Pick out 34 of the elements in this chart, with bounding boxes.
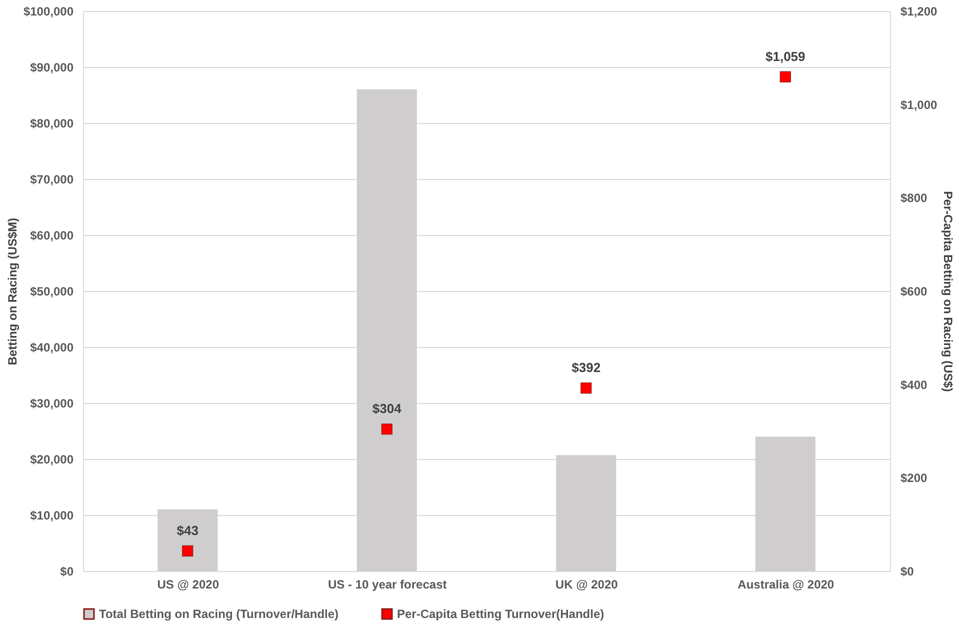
y2-tick-label: $1,200 — [900, 4, 938, 18]
point — [580, 382, 592, 394]
point — [780, 71, 791, 82]
point — [182, 545, 194, 556]
y2-tick-label: $0 — [900, 564, 914, 578]
y-tick-label: $10,000 — [30, 508, 74, 522]
data-label: $304 — [372, 401, 402, 416]
y-tick-label: $100,000 — [23, 4, 74, 18]
y-tick-label: $50,000 — [30, 284, 74, 298]
y-tick-label: $90,000 — [30, 60, 74, 74]
y-tick-label: $20,000 — [30, 452, 74, 466]
y2-axis-title: Per-Capita Betting on Racing (US$) — [941, 191, 956, 392]
point — [381, 424, 392, 435]
x-tick-label: US - 10 year forecast — [328, 578, 447, 592]
y-tick-label: $40,000 — [30, 340, 74, 354]
legend-label: Per-Capita Betting Turnover(Handle) — [397, 607, 604, 621]
y-tick-label: $0 — [60, 564, 74, 578]
y2-tick-label: $1,000 — [900, 98, 938, 112]
y-tick-label: $60,000 — [30, 228, 74, 242]
y2-tick-label: $600 — [900, 284, 928, 298]
y-tick-label: $30,000 — [30, 396, 74, 410]
y-tick-label: $70,000 — [30, 172, 74, 186]
y-axis-title: Betting on Racing (US$M) — [5, 218, 20, 366]
data-label: $1,059 — [765, 48, 806, 64]
y2-tick-label: $800 — [900, 191, 928, 206]
x-tick-label: UK @ 2020 — [555, 578, 618, 592]
y2-tick-label: $400 — [900, 378, 928, 392]
x-tick-label: US @ 2020 — [157, 578, 220, 592]
data-label: $43 — [176, 522, 198, 538]
x-tick-label: Australia @ 2020 — [738, 578, 834, 592]
legend-label: Total Betting on Racing (Turnover/Handle) — [99, 607, 339, 621]
data-label: $392 — [572, 360, 601, 376]
y2-tick-label: $200 — [900, 471, 928, 486]
y-tick-label: $80,000 — [30, 116, 74, 130]
